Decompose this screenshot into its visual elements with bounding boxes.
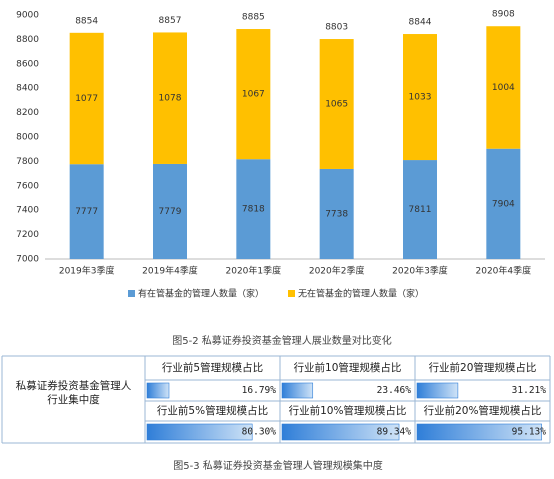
y-tick-label: 7800 (16, 157, 39, 167)
row-header: 私募证券投资基金管理人 (16, 379, 132, 392)
total-label: 8857 (159, 16, 182, 26)
bar-segment (69, 32, 104, 165)
bar-segment (69, 164, 104, 259)
bar-segment (319, 168, 354, 259)
bar-segment (319, 39, 354, 169)
column-header: 行业前5管理规模占比 (162, 361, 263, 374)
figure-caption: 图5-2 私募证券投资基金管理人展业数量对比变化 (172, 334, 392, 347)
bar-segment (486, 26, 521, 149)
y-tick-label: 7200 (16, 230, 39, 240)
legend-label: 有在管基金的管理人数量（家） (138, 288, 264, 300)
figure-caption: 图5-3 私募证券投资基金管理人管理规模集中度 (173, 459, 383, 472)
data-bar (281, 423, 400, 441)
column-header: 行业前5%管理规模占比 (157, 404, 268, 417)
total-label: 8854 (75, 16, 98, 26)
y-tick-label: 9000 (16, 11, 39, 21)
data-bar (416, 423, 542, 441)
bar-segment (403, 34, 437, 161)
legend-swatch (128, 290, 135, 297)
y-tick-label: 8400 (16, 84, 39, 94)
value-label: 23.46% (377, 385, 412, 396)
x-tick-label: 2020年4季度 (476, 265, 532, 277)
data-label: 1077 (75, 94, 98, 104)
value-label: 89.34% (377, 427, 412, 438)
bar-segment (236, 29, 271, 160)
data-bar (416, 382, 459, 399)
column-header: 行业前10管理规模占比 (294, 361, 402, 374)
data-label: 1033 (409, 93, 432, 103)
bar-segment (153, 163, 187, 259)
total-label: 8885 (242, 13, 265, 23)
column-header: 行业前10%管理规模占比 (289, 404, 407, 417)
data-label: 1065 (325, 99, 348, 109)
value-label: 95.13% (512, 427, 547, 438)
y-tick-label: 7400 (16, 206, 39, 216)
data-label: 1078 (159, 94, 182, 104)
y-tick-label: 8600 (16, 59, 39, 69)
legend-label: 无在管基金的管理人数量（家） (298, 288, 424, 300)
y-tick-label: 8200 (16, 108, 39, 118)
row-header: 行业集中度 (47, 393, 100, 406)
data-bar (146, 382, 170, 399)
data-label: 7904 (492, 199, 515, 209)
data-label: 1004 (492, 83, 515, 93)
x-tick-label: 2020年2季度 (309, 265, 365, 277)
y-tick-label: 8000 (16, 133, 39, 143)
bar-segment (236, 159, 271, 259)
data-label: 7818 (242, 205, 265, 215)
column-header: 行业前20管理规模占比 (429, 361, 537, 374)
x-tick-label: 2020年3季度 (392, 265, 448, 277)
data-bar (146, 423, 253, 441)
column-header: 行业前20%管理规模占比 (424, 404, 542, 417)
y-tick-label: 7600 (16, 181, 39, 191)
value-label: 80.30% (242, 427, 277, 438)
data-label: 7738 (325, 209, 348, 219)
y-tick-label: 7000 (16, 255, 39, 265)
y-tick-label: 8800 (16, 35, 39, 45)
bar-segment (403, 160, 437, 259)
data-label: 1067 (242, 90, 265, 100)
value-label: 16.79% (242, 385, 277, 396)
total-label: 8803 (325, 23, 348, 33)
bar-segment (486, 148, 521, 259)
x-tick-label: 2019年4季度 (142, 265, 198, 277)
total-label: 8844 (409, 18, 432, 28)
total-label: 8908 (492, 10, 515, 20)
data-label: 7777 (75, 207, 98, 217)
data-label: 7779 (159, 207, 182, 217)
bar-segment (153, 32, 187, 164)
legend-swatch (288, 290, 295, 297)
data-bar (281, 382, 314, 399)
data-label: 7811 (409, 205, 432, 215)
x-tick-label: 2019年3季度 (59, 265, 115, 277)
value-label: 31.21% (512, 385, 547, 396)
x-tick-label: 2020年1季度 (226, 265, 282, 277)
